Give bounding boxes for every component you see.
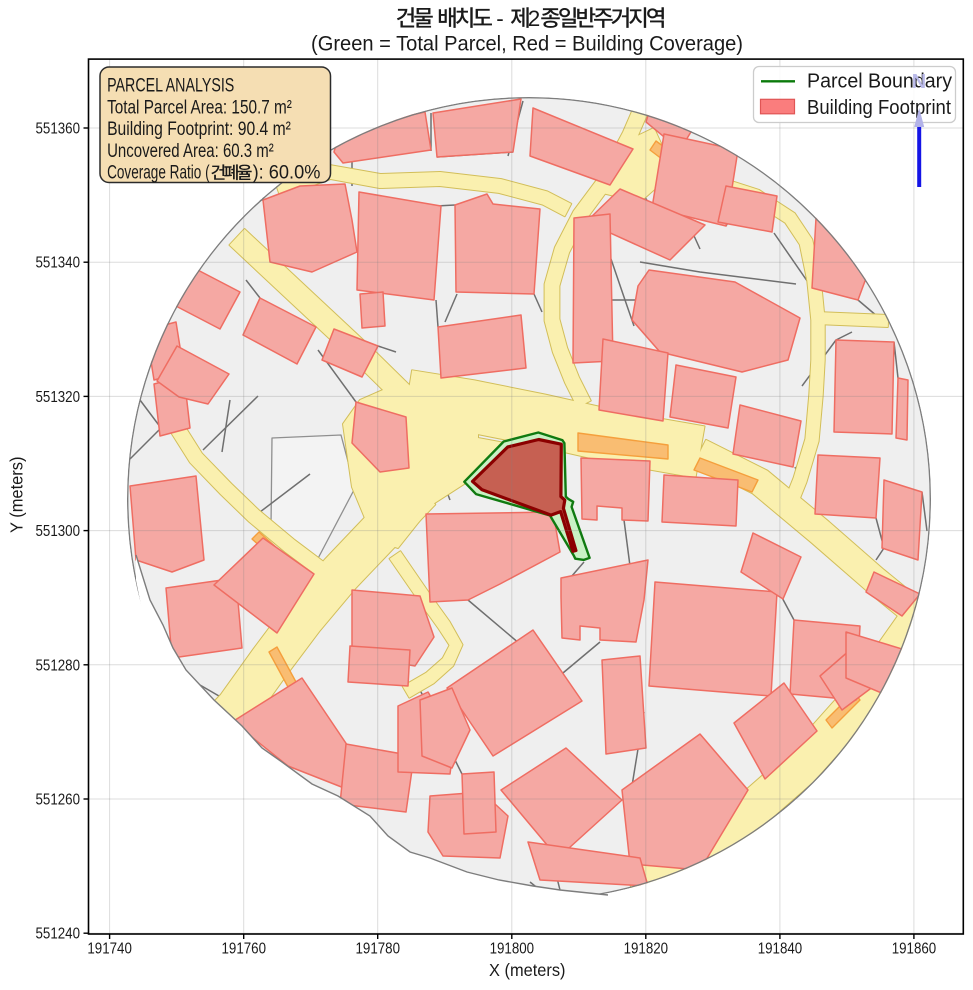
svg-text:191840: 191840 bbox=[758, 941, 803, 958]
svg-text:PARCEL ANALYSIS: PARCEL ANALYSIS bbox=[107, 76, 234, 97]
svg-text:Total Parcel Area: 150.7 m²: Total Parcel Area: 150.7 m² bbox=[107, 97, 292, 118]
svg-text:X (meters): X (meters) bbox=[489, 960, 566, 980]
svg-text:551280: 551280 bbox=[36, 657, 81, 674]
svg-text:191800: 191800 bbox=[490, 941, 535, 958]
svg-text:191780: 191780 bbox=[356, 941, 401, 958]
svg-text:Y (meters): Y (meters) bbox=[7, 457, 27, 534]
svg-text:551340: 551340 bbox=[36, 255, 81, 272]
svg-text:551360: 551360 bbox=[36, 121, 81, 138]
svg-text:191820: 191820 bbox=[624, 941, 669, 958]
svg-text:191740: 191740 bbox=[87, 941, 132, 958]
svg-text:551240: 551240 bbox=[36, 926, 81, 943]
svg-text:Building Footprint: Building Footprint bbox=[807, 96, 951, 119]
svg-text:N: N bbox=[912, 71, 926, 93]
svg-text:191760: 191760 bbox=[222, 941, 267, 958]
svg-text:Parcel Boundary: Parcel Boundary bbox=[807, 69, 953, 92]
svg-text:191860: 191860 bbox=[892, 941, 937, 958]
svg-text:551300: 551300 bbox=[36, 523, 81, 540]
svg-text:2: 2 bbox=[528, 6, 541, 31]
svg-text:551260: 551260 bbox=[36, 792, 81, 809]
svg-text:Uncovered Area: 60.3 m²: Uncovered Area: 60.3 m² bbox=[107, 141, 274, 162]
svg-text:-: - bbox=[496, 6, 504, 31]
svg-text:551320: 551320 bbox=[36, 389, 81, 406]
svg-text:Building Footprint: 90.4 m²: Building Footprint: 90.4 m² bbox=[107, 119, 291, 140]
svg-text:(Green = Total Parcel, Red = B: (Green = Total Parcel, Red = Building Co… bbox=[311, 32, 743, 56]
svg-text:Coverage Ratio (: Coverage Ratio ( bbox=[107, 163, 210, 184]
svg-text:): 60.0%: ): 60.0% bbox=[253, 163, 321, 184]
